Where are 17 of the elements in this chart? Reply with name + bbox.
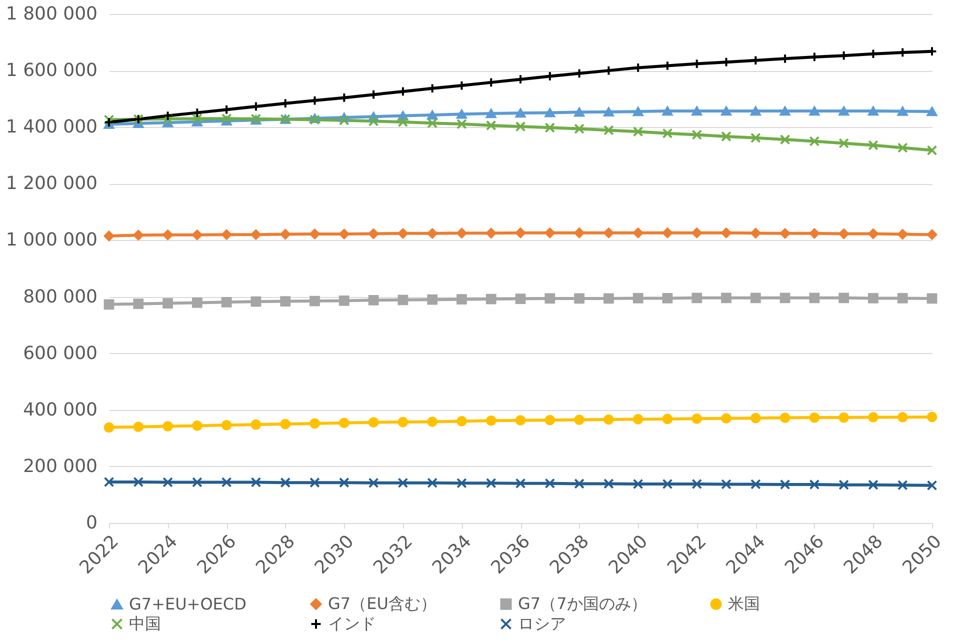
y-tick-label: 1 200 000: [6, 173, 98, 194]
legend-label: G7+EU+OECD: [129, 594, 246, 614]
legend-label: G7（EU含む）: [328, 594, 436, 614]
y-tick-label: 800 000: [23, 286, 98, 308]
y-tick-label: 1 000 000: [6, 230, 98, 251]
legend-label: ロシア: [518, 614, 566, 633]
legend-label: 中国: [129, 614, 161, 633]
legend-label: 米国: [728, 594, 760, 614]
y-tick-label: 600 000: [23, 342, 98, 364]
y-tick-label: 1 400 000: [6, 116, 98, 138]
y-tick-label: 0: [86, 512, 98, 534]
legend-label: G7（7か国のみ）: [518, 594, 647, 614]
y-tick-label: 1 600 000: [6, 60, 98, 82]
legend-label: インド: [328, 614, 376, 633]
y-tick-label: 400 000: [23, 399, 98, 420]
y-tick-label: 1 800 000: [6, 4, 98, 24]
y-tick-label: 200 000: [23, 456, 98, 477]
